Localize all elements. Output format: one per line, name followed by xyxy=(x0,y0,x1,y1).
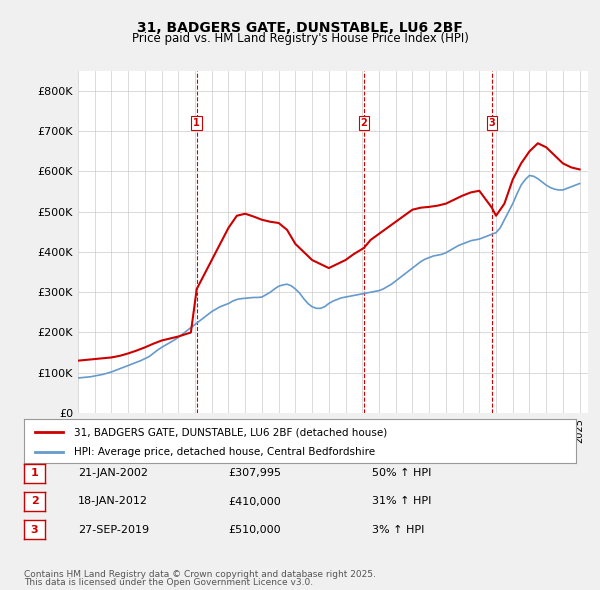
Text: 2: 2 xyxy=(361,118,367,128)
Text: 27-SEP-2019: 27-SEP-2019 xyxy=(78,525,149,535)
Text: Price paid vs. HM Land Registry's House Price Index (HPI): Price paid vs. HM Land Registry's House … xyxy=(131,32,469,45)
Text: £307,995: £307,995 xyxy=(228,468,281,478)
Text: £410,000: £410,000 xyxy=(228,497,281,506)
Text: 1: 1 xyxy=(31,468,38,478)
Text: 1: 1 xyxy=(193,118,200,128)
Text: 3: 3 xyxy=(488,118,495,128)
Text: 3: 3 xyxy=(31,525,38,535)
Text: 18-JAN-2012: 18-JAN-2012 xyxy=(78,497,148,506)
Text: 21-JAN-2002: 21-JAN-2002 xyxy=(78,468,148,478)
Text: 31% ↑ HPI: 31% ↑ HPI xyxy=(372,497,431,506)
Text: Contains HM Land Registry data © Crown copyright and database right 2025.: Contains HM Land Registry data © Crown c… xyxy=(24,571,376,579)
Text: 2: 2 xyxy=(31,497,38,506)
Text: 3% ↑ HPI: 3% ↑ HPI xyxy=(372,525,424,535)
Text: 31, BADGERS GATE, DUNSTABLE, LU6 2BF: 31, BADGERS GATE, DUNSTABLE, LU6 2BF xyxy=(137,21,463,35)
Text: 31, BADGERS GATE, DUNSTABLE, LU6 2BF (detached house): 31, BADGERS GATE, DUNSTABLE, LU6 2BF (de… xyxy=(74,427,387,437)
Text: 50% ↑ HPI: 50% ↑ HPI xyxy=(372,468,431,478)
Text: £510,000: £510,000 xyxy=(228,525,281,535)
Text: This data is licensed under the Open Government Licence v3.0.: This data is licensed under the Open Gov… xyxy=(24,578,313,587)
Text: HPI: Average price, detached house, Central Bedfordshire: HPI: Average price, detached house, Cent… xyxy=(74,447,375,457)
